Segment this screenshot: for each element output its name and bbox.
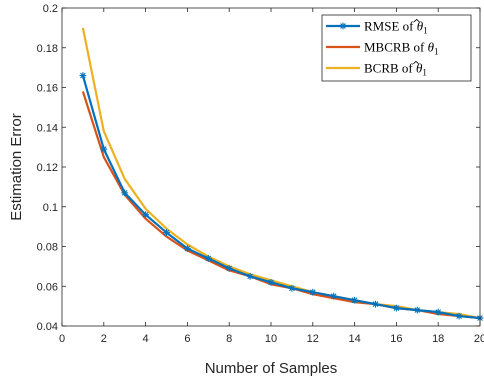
x-tick-label: 18 (432, 333, 444, 345)
legend-hat-accent (413, 60, 419, 65)
y-tick-label: 0.18 (37, 43, 58, 55)
y-tick-label: 0.04 (37, 321, 58, 333)
y-tick-label: 0.16 (37, 83, 58, 95)
y-tick-label: 0.2 (43, 3, 58, 15)
data-point-marker (455, 312, 463, 320)
legend-label-0: RMSE of θ1 (364, 19, 428, 36)
data-point-marker (163, 229, 170, 236)
data-point-marker (267, 278, 275, 286)
data-point-marker (79, 72, 87, 79)
data-point-marker (288, 284, 296, 292)
x-tick-label: 8 (226, 333, 232, 345)
y-axis-label: Estimation Error (8, 113, 25, 221)
data-point-marker (100, 145, 108, 153)
data-point-marker (184, 245, 191, 252)
legend-label-1: MBCRB of θ1 (364, 40, 438, 57)
legend: RMSE of θ1 MBCRB of θ1 BCRB of θ1 (321, 14, 472, 82)
legend-label-2: BCRB of θ1 (364, 61, 427, 78)
x-tick-label: 6 (184, 333, 190, 345)
x-tick-label: 14 (348, 333, 360, 345)
data-point-marker (121, 189, 129, 197)
y-axis-ticks: 0.04 0.06 0.08 0.1 0.12 0.14 0.16 0.18 0.2 (37, 3, 480, 333)
y-tick-label: 0.06 (37, 281, 58, 293)
x-axis-label: Number of Samples (205, 360, 338, 377)
data-point-marker (225, 264, 233, 272)
data-point-marker (142, 211, 149, 219)
data-point-marker (330, 292, 338, 300)
legend-marker (340, 23, 346, 29)
x-tick-label: 0 (59, 333, 65, 345)
x-axis-ticks: 0 2 4 6 8 10 12 14 16 18 20 (59, 8, 484, 345)
y-tick-label: 0.12 (37, 162, 58, 174)
data-point-marker (204, 255, 212, 262)
x-tick-label: 20 (474, 333, 484, 345)
data-point-marker (246, 272, 254, 280)
x-tick-label: 4 (143, 333, 149, 345)
x-tick-label: 2 (101, 333, 107, 345)
data-point-marker (413, 306, 421, 314)
y-tick-label: 0.1 (43, 202, 58, 214)
data-point-marker (434, 308, 442, 316)
data-point-marker (309, 288, 317, 296)
x-tick-label: 12 (307, 333, 319, 345)
series-line-0 (81, 75, 481, 320)
data-point-marker (372, 300, 379, 308)
data-point-marker (393, 304, 400, 312)
x-tick-label: 10 (265, 333, 277, 345)
legend-hat-accent (413, 18, 420, 23)
x-tick-label: 16 (390, 333, 402, 345)
series-layer (79, 27, 484, 322)
y-tick-label: 0.14 (37, 122, 58, 134)
data-point-marker (351, 296, 358, 304)
y-tick-label: 0.08 (37, 242, 58, 254)
